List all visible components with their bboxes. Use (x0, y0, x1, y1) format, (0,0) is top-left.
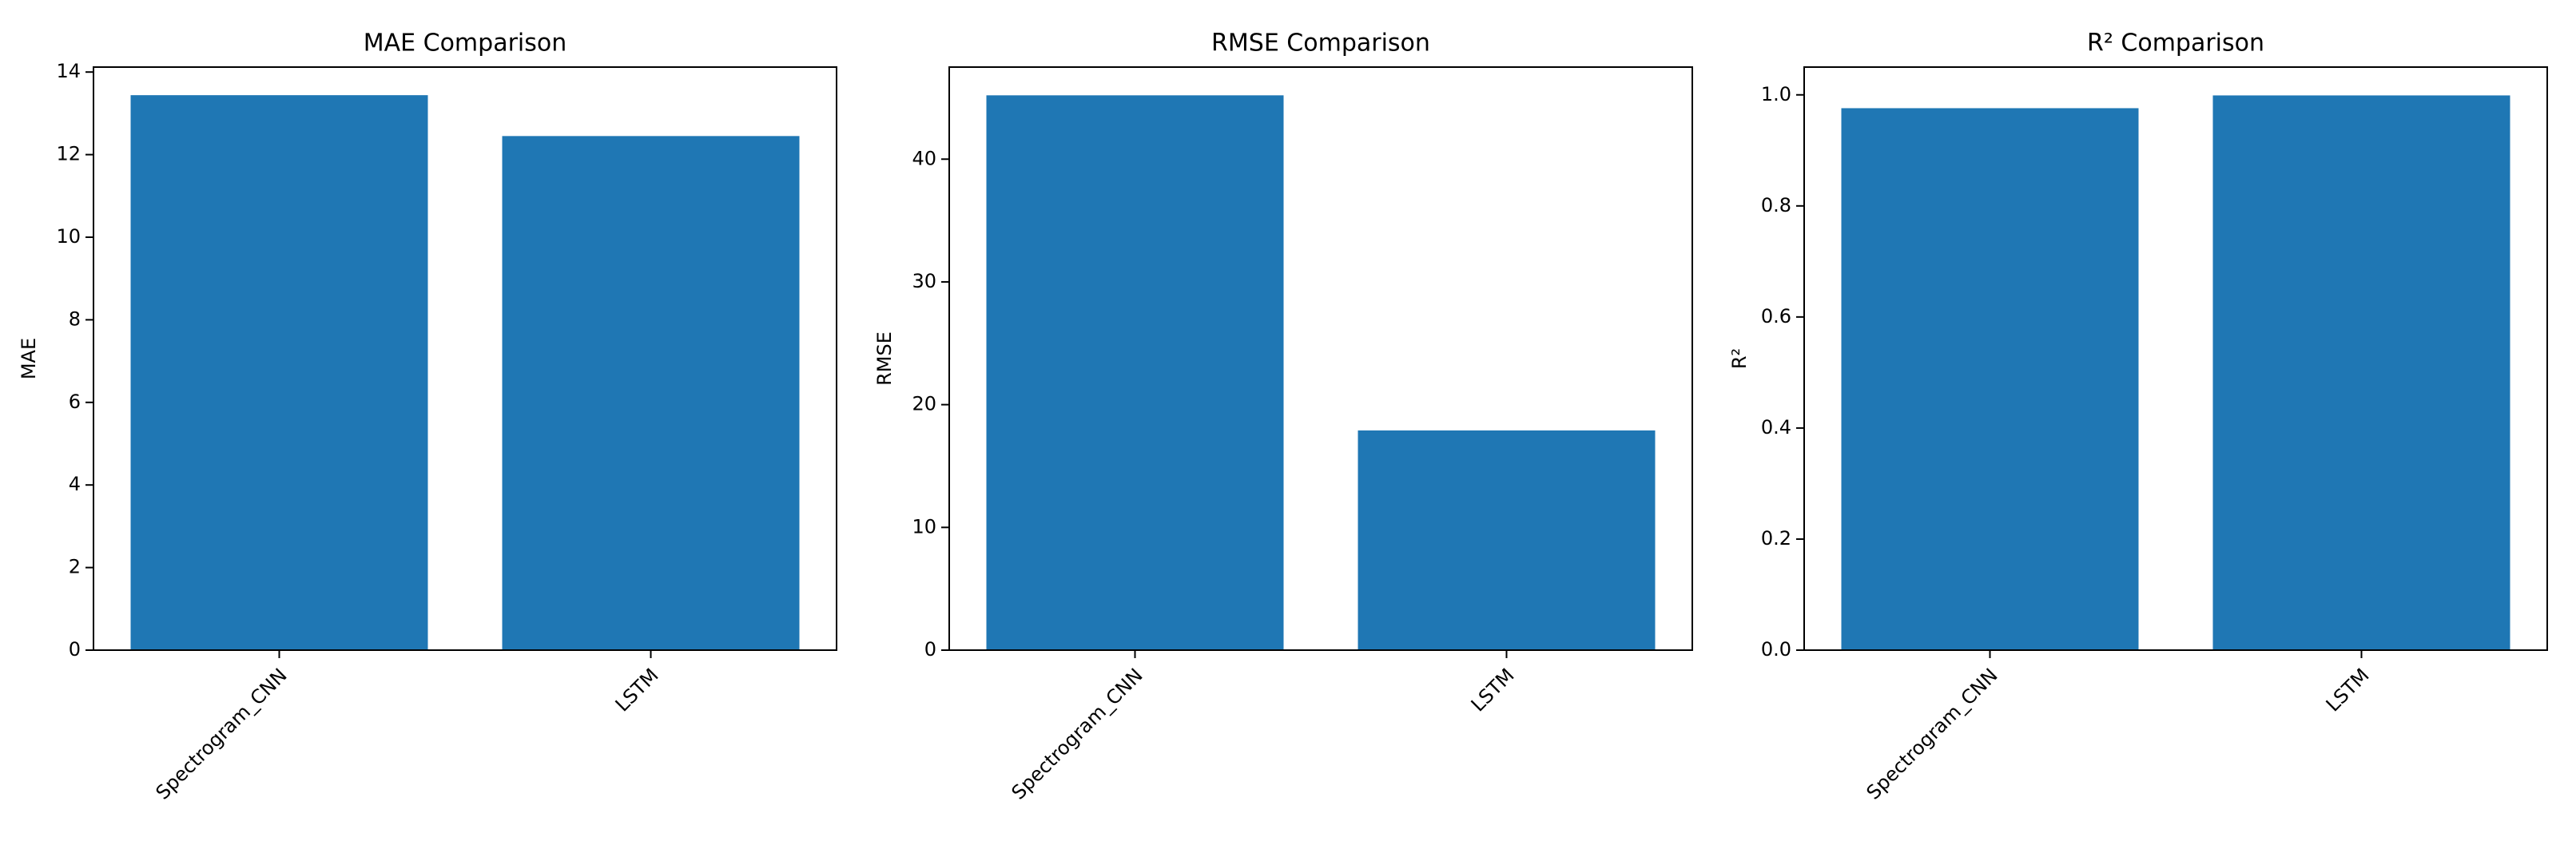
y-tick-label: 0.6 (1761, 305, 1791, 327)
y-tick-label: 4 (69, 473, 81, 495)
y-tick-label: 0 (924, 638, 936, 661)
y-tick-label: 12 (56, 143, 81, 165)
y-tick-label: 10 (912, 515, 936, 538)
y-tick-label: 30 (912, 270, 936, 292)
y-axis-label: R² (1728, 348, 1751, 369)
y-tick-label: 40 (912, 147, 936, 169)
bar (2212, 95, 2510, 650)
y-tick-label: 1.0 (1761, 83, 1791, 105)
y-axis-label: RMSE (873, 331, 896, 386)
y-tick-label: 6 (69, 391, 81, 413)
y-tick-label: 0.0 (1761, 638, 1791, 661)
y-tick-label: 0.2 (1761, 527, 1791, 550)
bar (1841, 108, 2139, 650)
y-tick-label: 14 (56, 60, 81, 82)
y-tick-label: 20 (912, 393, 936, 415)
bar (130, 95, 428, 650)
axes-frame (1803, 66, 2548, 651)
chart-title: MAE Comparison (364, 30, 567, 58)
y-tick-label: 0.4 (1761, 416, 1791, 438)
y-axis-label: MAE (18, 338, 40, 379)
bar (1358, 430, 1656, 650)
x-tick-label: Spectrogram_CNN (1862, 664, 2002, 803)
x-tick-label: LSTM (611, 664, 663, 716)
y-tick-label: 2 (69, 556, 81, 578)
y-tick-label: 8 (69, 308, 81, 330)
bar (502, 136, 800, 651)
x-tick-label: Spectrogram_CNN (152, 664, 292, 803)
chart-title: RMSE Comparison (1211, 30, 1430, 58)
bar (986, 95, 1284, 651)
y-tick-label: 0 (69, 638, 81, 661)
y-tick-label: 0.8 (1761, 194, 1791, 216)
y-tick-label: 10 (56, 225, 81, 248)
axes-frame (93, 66, 837, 651)
x-tick-label: Spectrogram_CNN (1008, 664, 1147, 803)
chart-title: R² Comparison (2087, 30, 2264, 58)
axes-frame (948, 66, 1693, 651)
x-tick-label: LSTM (2322, 664, 2374, 716)
x-tick-label: LSTM (1467, 664, 1519, 716)
